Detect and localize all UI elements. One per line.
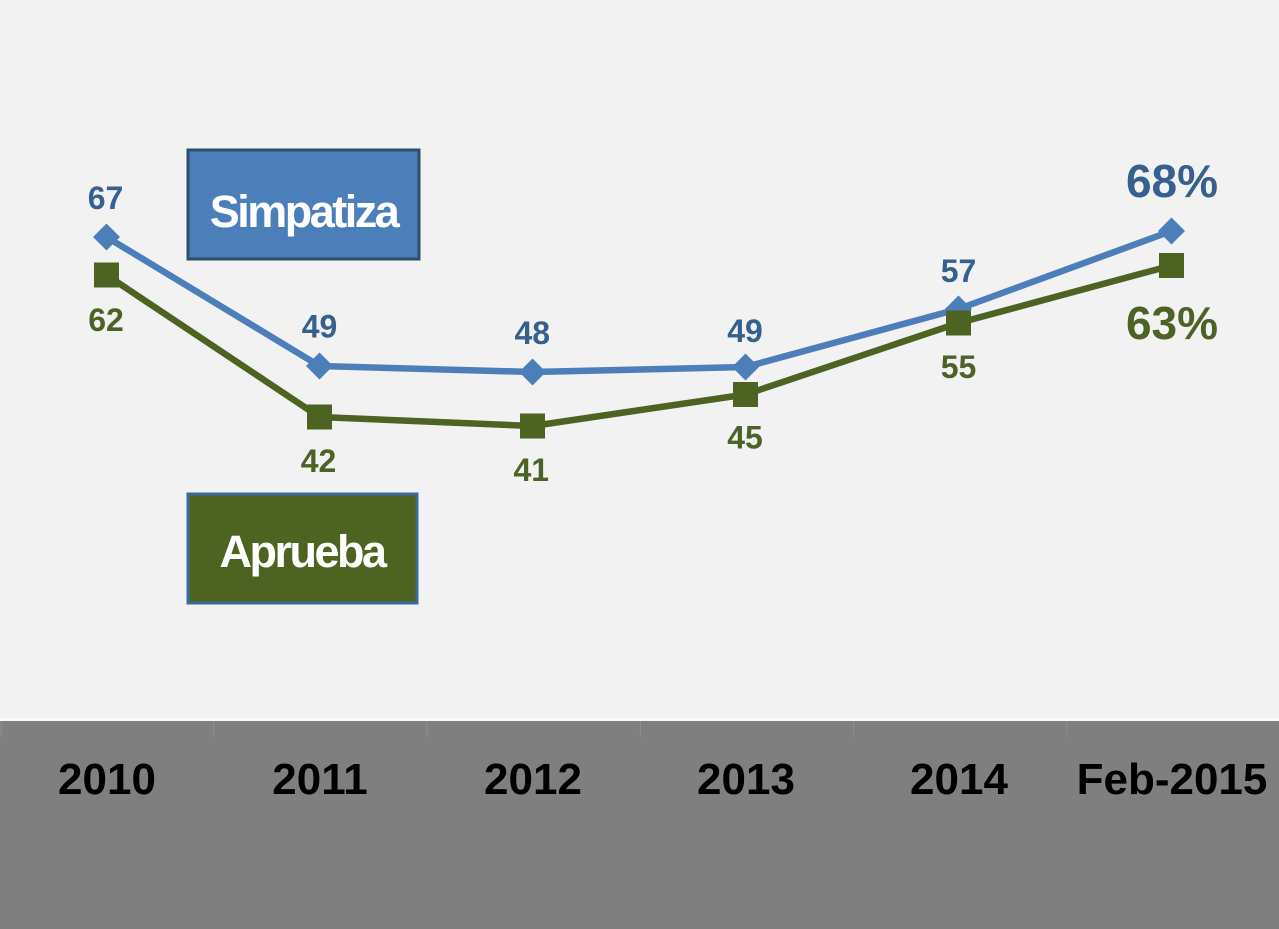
- svg-text:2012: 2012: [484, 755, 582, 804]
- svg-text:41: 41: [514, 452, 550, 488]
- svg-text:57: 57: [941, 253, 977, 289]
- svg-text:Simpatiza: Simpatiza: [210, 186, 401, 237]
- svg-text:2010: 2010: [58, 755, 156, 804]
- svg-text:45: 45: [727, 420, 763, 456]
- svg-text:Aprueba: Aprueba: [219, 526, 388, 577]
- svg-text:68%: 68%: [1126, 155, 1218, 207]
- svg-text:62: 62: [88, 302, 124, 338]
- svg-text:2014: 2014: [910, 755, 1008, 804]
- svg-text:63%: 63%: [1126, 297, 1218, 349]
- svg-text:49: 49: [727, 313, 763, 349]
- svg-text:42: 42: [301, 443, 337, 479]
- svg-text:55: 55: [941, 349, 977, 385]
- svg-text:2013: 2013: [697, 755, 795, 804]
- svg-text:67: 67: [88, 180, 124, 216]
- svg-text:2011: 2011: [272, 755, 367, 804]
- svg-text:Feb-2015: Feb-2015: [1077, 755, 1268, 804]
- svg-text:49: 49: [302, 309, 338, 345]
- svg-text:48: 48: [515, 315, 551, 351]
